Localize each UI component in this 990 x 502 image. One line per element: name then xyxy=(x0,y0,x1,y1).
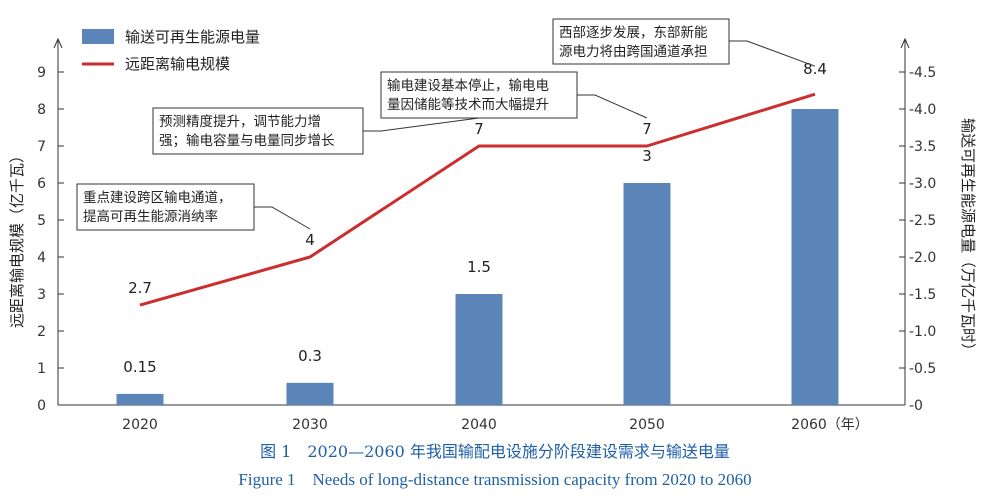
y-left-tick-label: 3 xyxy=(37,287,46,303)
annotation-leader xyxy=(363,117,480,132)
x-tick-label: 2050 xyxy=(629,417,665,433)
y-left-tick-label: 1 xyxy=(37,361,46,377)
annotation-text: 输电建设基本停止，输电电 xyxy=(387,77,549,94)
bars-layer xyxy=(116,109,839,405)
bar xyxy=(791,109,839,405)
y-left-tick-label: 6 xyxy=(37,176,46,192)
y-axis-right-title: 输送可再生能源电量（万亿千瓦时） xyxy=(959,118,977,358)
annotation-leader xyxy=(729,40,816,67)
y-right-tick-label: -1.5 xyxy=(909,287,936,303)
axes-layer: 0 1 2 3 4 5 6 7 8 9 -0 -0.5 -1.0 -1.5 -2.0 -2.5 -3.0 -3.5… xyxy=(37,37,936,433)
x-tick-label: 2030 xyxy=(292,417,328,433)
annotation-text: 提高可再生能源消纳率 xyxy=(83,208,218,225)
annotation-text: 量因储能等技术而大幅提升 xyxy=(387,96,549,113)
legend-bar-swatch xyxy=(82,29,114,44)
x-tick-label: 2060（年） xyxy=(791,417,869,433)
y-left-tick-label: 5 xyxy=(37,213,46,229)
bar-value-label: 0.3 xyxy=(298,347,322,365)
line-value-label: 7 xyxy=(474,120,484,138)
y-right-tick-label: -4.0 xyxy=(909,102,936,118)
y-right-tick-label: -3.5 xyxy=(909,139,936,155)
annotation-box xyxy=(552,18,730,65)
bar-value-label: 1.5 xyxy=(467,258,491,276)
annotation-text: 源电力将由跨国通道承担 xyxy=(559,44,708,60)
annotation-box xyxy=(380,71,578,119)
figure-caption-en: Figure 1 Needs of long-distance transmis… xyxy=(238,470,751,489)
y-right-tick-label: -0.5 xyxy=(909,361,936,377)
bar xyxy=(623,183,671,405)
line-layer xyxy=(139,92,816,307)
annotation-leader xyxy=(254,206,311,230)
annotation-text: 西部逐步发展，东部新能 xyxy=(559,25,708,41)
y-right-tick-label: -0 xyxy=(909,398,923,414)
annotation-box xyxy=(76,183,255,231)
x-tick-label: 2020 xyxy=(122,417,158,433)
annotation-text: 强；输电容量与电量同步增长 xyxy=(159,132,335,149)
x-tick-label: 2040 xyxy=(461,417,497,433)
series-line xyxy=(139,92,816,307)
y-right-tick-label: -3.0 xyxy=(909,176,936,192)
legend-line-label: 远距离输电规模 xyxy=(125,55,230,73)
y-left-tick-label: 8 xyxy=(37,102,46,118)
line-value-label: 2.7 xyxy=(128,279,152,297)
y-left-tick-label: 4 xyxy=(37,250,46,266)
bar xyxy=(455,294,503,405)
data-labels-layer: 0.15 0.3 1.5 3 2.7 4 7 7 8.4 xyxy=(123,60,827,376)
line-value-label: 7 xyxy=(642,120,652,138)
bar-value-label: 0.15 xyxy=(123,358,156,376)
y-right-tick-label: -2.0 xyxy=(909,250,936,266)
annotations-layer: 重点建设跨区输电通道， 提高可再生能源消纳率 预测精度提升，调节能力增强；输电容量与… xyxy=(76,18,816,231)
annotation-text: 重点建设跨区输电通道， xyxy=(83,190,232,206)
line-value-label: 4 xyxy=(305,231,315,249)
legend-bar-label: 输送可再生能源电量 xyxy=(125,28,260,46)
bar-value-label: 3 xyxy=(642,147,652,165)
y-left-tick-label: 2 xyxy=(37,324,46,340)
y-axis-right-arrow xyxy=(900,37,910,49)
bar xyxy=(116,393,164,405)
y-axis-left-arrow xyxy=(53,37,63,49)
line-value-label: 8.4 xyxy=(803,60,827,78)
y-axis-left-title: 远距离输电规模（亿千瓦） xyxy=(8,148,26,328)
legend: 输送可再生能源电量 远距离输电规模 xyxy=(82,28,260,73)
annotation-leader xyxy=(577,94,648,119)
y-left-tick-label: 0 xyxy=(37,398,46,414)
y-right-tick-label: -4.5 xyxy=(909,65,936,81)
y-right-tick-label: -2.5 xyxy=(909,213,936,229)
figure-caption-cn: 图 1 2020—2060 年我国输配电设施分阶段建设需求与输送电量 xyxy=(260,442,730,461)
y-left-tick-label: 7 xyxy=(37,139,46,155)
annotation-text: 预测精度提升，调节能力增 xyxy=(159,114,321,130)
annotation-box xyxy=(152,107,364,155)
y-left-tick-label: 9 xyxy=(37,65,46,81)
bar xyxy=(286,382,334,405)
y-right-tick-label: -1.0 xyxy=(909,324,936,340)
